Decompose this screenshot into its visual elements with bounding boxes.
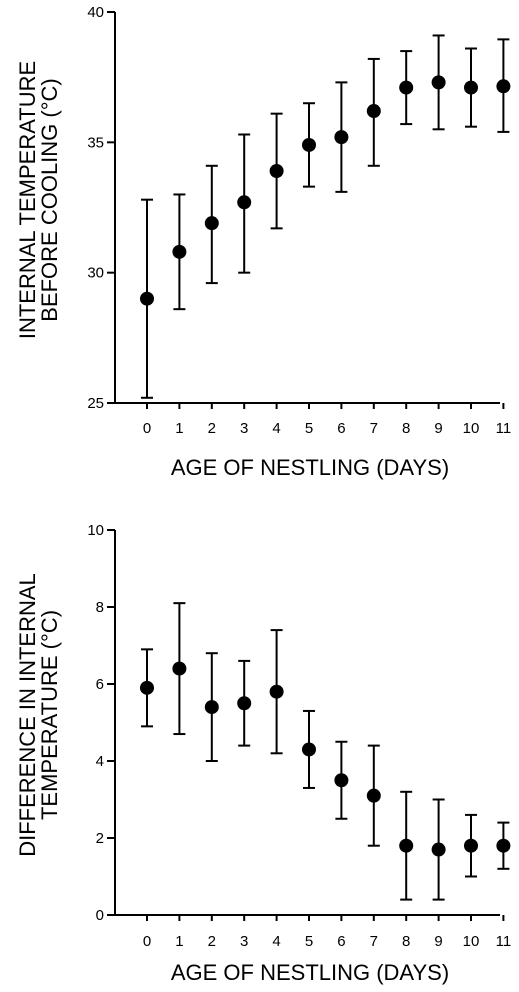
- x-tick-group: 0 1 2 3 4 5 6 7 8 9 10 11: [143, 915, 511, 950]
- x-tick-label: 5: [305, 933, 313, 950]
- data-point: [334, 130, 349, 145]
- x-tick-label: 4: [272, 933, 280, 950]
- y-tick-label: 30: [87, 265, 104, 282]
- x-tick-label: 0: [143, 420, 151, 437]
- x-tick-label: 1: [175, 933, 183, 950]
- y-tick-label: 8: [96, 599, 104, 616]
- x-tick-label: 5: [305, 420, 313, 437]
- data-point: [302, 742, 316, 757]
- data-point: [237, 195, 252, 210]
- data-point: [302, 137, 316, 152]
- data-point-group: [140, 34, 511, 399]
- y-tick-group: 25 30 35 40: [87, 4, 115, 412]
- x-tick-label: 3: [240, 933, 248, 950]
- data-point: [399, 838, 414, 853]
- x-tick-label: 7: [370, 933, 378, 950]
- data-point: [464, 80, 478, 95]
- x-tick-label: 1: [175, 420, 183, 437]
- y-axis-title-line-1: INTERNAL TEMPERATURE: [15, 61, 40, 339]
- x-tick-label: 4: [272, 420, 280, 437]
- x-tick-label: 3: [240, 420, 248, 437]
- data-point-group: [140, 602, 511, 901]
- x-tick-label: 8: [402, 420, 410, 437]
- data-point: [464, 838, 478, 853]
- x-tick-label: 11: [496, 420, 512, 437]
- data-point: [172, 244, 187, 259]
- data-point: [431, 75, 446, 90]
- x-tick-label: 7: [370, 420, 378, 437]
- data-point: [140, 291, 154, 306]
- y-axis-title-line-2: BEFORE COOLING (°C): [37, 78, 62, 321]
- y-tick-group: 0 2 4 6 8 10: [87, 522, 115, 924]
- x-tick-label: 0: [143, 933, 151, 950]
- x-tick-label: 8: [402, 933, 410, 950]
- y-tick-label: 6: [96, 676, 104, 693]
- chart-panel-2: 0 2 4 6 8 10 0 1 2 3 4 5 6 7 8 9 10 11 AGE OF NESTLING (…: [15, 522, 511, 985]
- y-tick-label: 25: [87, 395, 104, 412]
- data-point: [269, 684, 284, 699]
- x-tick-label: 6: [337, 420, 345, 437]
- chart-panel-1: 25 30 35 40 0 1 2 3 4 5 6 7 8 9 10 11 AGE OF NESTLING …: [15, 4, 511, 480]
- data-point: [172, 661, 187, 676]
- x-axis-title: AGE OF NESTLING (DAYS): [171, 455, 449, 480]
- x-tick-label: 2: [208, 420, 216, 437]
- y-axis-title-line-2: TEMPERATURE (°C): [37, 610, 62, 820]
- data-point: [237, 696, 252, 711]
- y-tick-label: 4: [96, 753, 104, 770]
- x-tick-label: 10: [463, 933, 480, 950]
- data-point: [496, 838, 511, 853]
- x-tick-label: 11: [496, 933, 512, 950]
- data-point: [204, 700, 219, 715]
- y-tick-label: 35: [87, 134, 104, 151]
- data-point: [269, 164, 284, 179]
- x-tick-label: 9: [434, 933, 442, 950]
- data-point: [366, 104, 381, 119]
- y-tick-label: 10: [87, 522, 104, 539]
- data-point: [496, 79, 511, 94]
- data-point: [399, 80, 414, 95]
- x-tick-group: 0 1 2 3 4 5 6 7 8 9 10 11: [143, 403, 511, 437]
- data-point: [334, 773, 349, 788]
- data-point: [431, 842, 446, 857]
- x-tick-label: 6: [337, 933, 345, 950]
- data-point: [366, 788, 381, 803]
- y-tick-label: 40: [87, 4, 104, 21]
- y-tick-label: 0: [96, 907, 104, 924]
- y-axis-title-line-1: DIFFERENCE IN INTERNAL: [15, 573, 40, 857]
- x-tick-label: 10: [463, 420, 480, 437]
- data-point: [140, 680, 154, 695]
- data-point: [204, 216, 219, 231]
- y-tick-label: 2: [96, 830, 104, 847]
- x-axis-title: AGE OF NESTLING (DAYS): [171, 960, 449, 985]
- x-tick-label: 2: [208, 933, 216, 950]
- x-tick-label: 9: [434, 420, 442, 437]
